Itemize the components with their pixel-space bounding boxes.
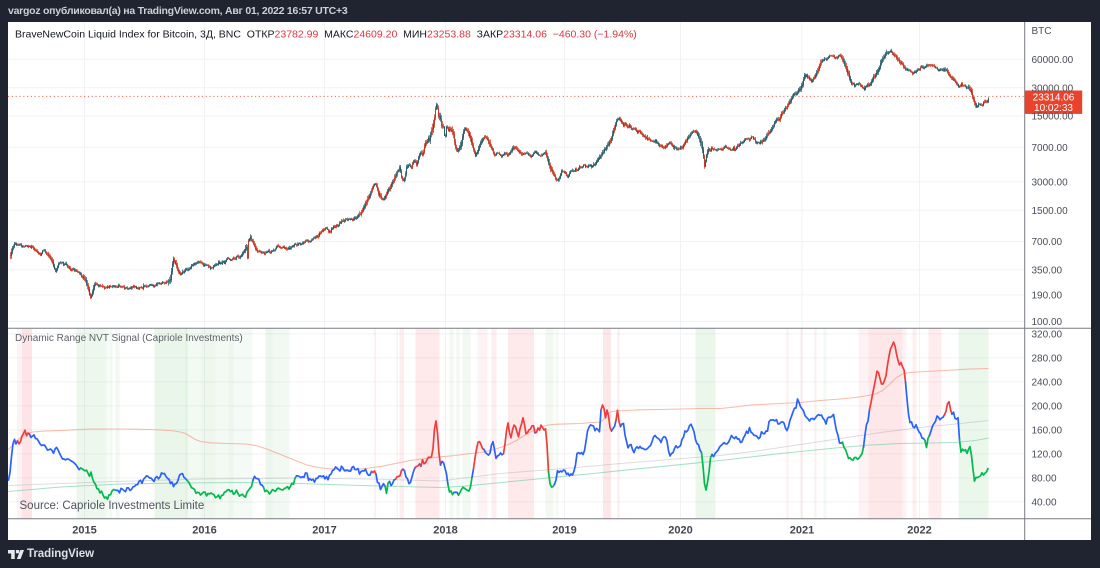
svg-text:10:02:33: 10:02:33: [1034, 103, 1073, 114]
svg-text:160.00: 160.00: [1031, 425, 1062, 436]
svg-text:190.00: 190.00: [1031, 290, 1062, 301]
svg-text:240.00: 240.00: [1031, 377, 1062, 388]
svg-text:Dynamic Range NVT Signal (Capr: Dynamic Range NVT Signal (Capriole Inves…: [15, 333, 243, 344]
svg-text:200.00: 200.00: [1031, 401, 1062, 412]
svg-text:2018: 2018: [433, 524, 457, 536]
svg-text:Source: Capriole Investments L: Source: Capriole Investments Limite: [19, 500, 204, 512]
svg-text:2016: 2016: [192, 524, 216, 536]
svg-text:3000.00: 3000.00: [1031, 177, 1068, 188]
svg-text:2021: 2021: [789, 524, 813, 536]
svg-text:350.00: 350.00: [1031, 265, 1062, 276]
svg-text:2019: 2019: [552, 524, 576, 536]
svg-text:2022: 2022: [907, 524, 931, 536]
svg-text:700.00: 700.00: [1031, 237, 1062, 248]
svg-text:2020: 2020: [668, 524, 692, 536]
svg-text:23314.06: 23314.06: [1032, 92, 1074, 103]
svg-text:7000.00: 7000.00: [1031, 142, 1068, 153]
svg-text:100.00: 100.00: [1031, 316, 1062, 327]
svg-text:2015: 2015: [72, 524, 96, 536]
svg-text:BraveNewCoin Liquid Index for: BraveNewCoin Liquid Index for Bitcoin, 3…: [15, 28, 637, 40]
svg-text:40.00: 40.00: [1031, 497, 1056, 508]
svg-text:280.00: 280.00: [1031, 353, 1062, 364]
svg-text:80.00: 80.00: [1031, 473, 1056, 484]
svg-text:15000.00: 15000.00: [1031, 111, 1073, 122]
svg-text:2017: 2017: [312, 524, 336, 536]
svg-text:320.00: 320.00: [1031, 329, 1062, 340]
svg-text:60000.00: 60000.00: [1031, 54, 1073, 65]
svg-text:120.00: 120.00: [1031, 449, 1062, 460]
svg-text:1500.00: 1500.00: [1031, 205, 1068, 216]
svg-text:30000.00: 30000.00: [1031, 83, 1073, 94]
svg-text:BTC: BTC: [1031, 26, 1051, 37]
